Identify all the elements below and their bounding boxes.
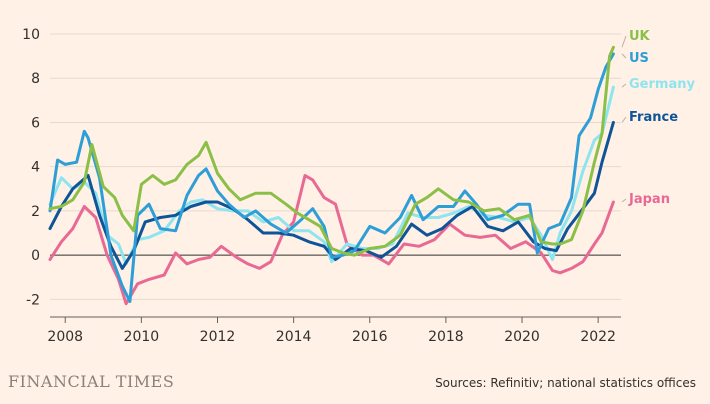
legend-label-uk: UK xyxy=(629,29,651,44)
series-line-uk xyxy=(48,45,615,257)
legend-leader-japan xyxy=(621,198,627,203)
y-tick-label: 6 xyxy=(31,115,40,131)
y-tick-label: 2 xyxy=(31,204,40,220)
legend-leader-france xyxy=(621,116,627,123)
x-tick-label: 2020 xyxy=(504,329,540,345)
legend-label-germany: Germany xyxy=(629,77,695,92)
y-tick-label: 4 xyxy=(31,160,40,176)
x-tick-label: 2010 xyxy=(124,329,160,345)
y-tick-label: 0 xyxy=(31,248,40,264)
legend-label-france: France xyxy=(629,110,678,125)
y-tick-label: -2 xyxy=(26,292,40,308)
x-tick-label: 2022 xyxy=(580,329,616,345)
financial-times-logo: FINANCIAL TIMES xyxy=(8,372,175,391)
series-line-us xyxy=(48,52,615,303)
x-tick-label: 2008 xyxy=(47,329,83,345)
x-tick-label: 2014 xyxy=(276,329,312,345)
legend-label-us: US xyxy=(629,51,649,66)
legend-leader-uk xyxy=(621,35,627,48)
x-tick-label: 2016 xyxy=(352,329,388,345)
y-tick-label: 10 xyxy=(22,27,40,43)
series-line-japan xyxy=(48,174,615,306)
x-tick-label: 2018 xyxy=(428,329,464,345)
x-tick-label: 2012 xyxy=(200,329,236,345)
legend-leader-germany xyxy=(621,83,627,88)
source-note: Sources: Refinitiv; national statistics … xyxy=(435,376,696,390)
legend-label-japan: Japan xyxy=(628,192,670,207)
legend-leader-us xyxy=(621,53,627,59)
y-tick-label: 8 xyxy=(31,71,40,87)
